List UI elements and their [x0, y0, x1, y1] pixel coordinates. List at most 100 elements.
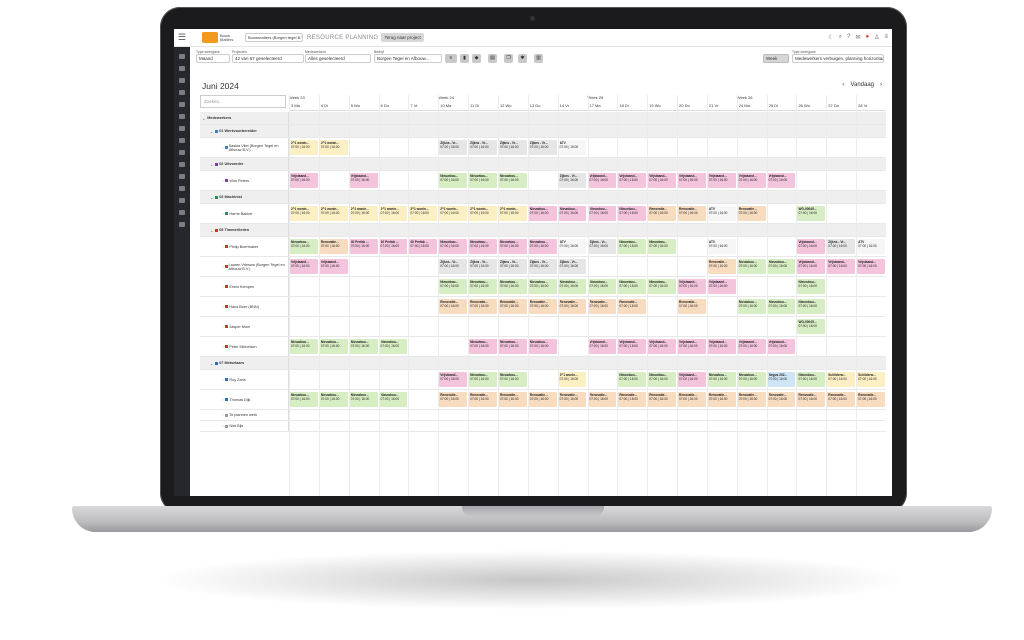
planning-block[interactable]: Vrijstaand... 07:00 | 16:00: [767, 173, 796, 188]
planning-block[interactable]: Zijkns - Vr... 07:00 | 16:00: [439, 140, 468, 155]
planning-block[interactable]: Renovatie... 07:00 | 16:00: [618, 392, 647, 407]
planning-block[interactable]: Zijkns - Vr... 07:00 | 16:00: [588, 239, 617, 254]
planning-block[interactable]: Vrijstaand... 07:00 | 16:00: [678, 339, 706, 354]
planning-block[interactable]: Zijkns - Vr... 07:00 | 16:00: [498, 259, 527, 274]
planning-block[interactable]: Zijkns - Vr... 07:00 | 16:00: [469, 259, 497, 274]
planning-block[interactable]: Nieuwbou... 07:00 | 16:00: [498, 173, 527, 188]
planning-block[interactable]: 2^1 wonin... 07:00 | 16:00: [349, 206, 378, 221]
planning-block[interactable]: Nieuwbou... 07:00 | 16:00: [469, 279, 497, 294]
planning-block[interactable]: ATV 07:00 | 16:00: [707, 206, 736, 221]
planning-block[interactable]: Nieuwbou... 07:00 | 16:00: [618, 279, 647, 294]
planning-block[interactable]: Vrijstaand... 07:00 | 16:00: [349, 173, 378, 188]
planning-block[interactable]: Vrijstaand... 07:00 | 16:00: [648, 173, 677, 188]
planning-block[interactable]: Nieuwbou... 07:00 | 16:00: [349, 392, 378, 407]
planning-block[interactable]: 2^1 wonin... 07:00 | 16:00: [498, 206, 527, 221]
hamburger-icon[interactable]: ≡: [884, 34, 888, 40]
planning-block[interactable]: Nieuwbou... 07:00 | 16:00: [618, 372, 647, 387]
chevron-down-icon[interactable]: ⌄: [210, 228, 214, 233]
planning-block[interactable]: Renovatie... 07:00 | 16:00: [528, 392, 557, 407]
row-label[interactable]: ▫ Hans Boer (BNN): [200, 297, 289, 316]
sidebar-tools-icon[interactable]: [179, 78, 185, 83]
planning-block[interactable]: Nieuwbou... 07:00 | 16:00: [469, 239, 497, 254]
planning-block[interactable]: Nieuwbou... 07:00 | 16:00: [588, 279, 617, 294]
planning-block[interactable]: ATV 07:00 | 16:00: [707, 239, 736, 254]
planning-block[interactable]: Zijkns - Vr... 07:00 | 16:00: [558, 173, 587, 188]
planning-block[interactable]: Zijkns - Vr... 07:00 | 16:00: [827, 239, 856, 254]
planning-block[interactable]: Nieuwbou... 07:00 | 16:00: [498, 279, 527, 294]
planning-block[interactable]: 2^1 wonin... 07:00 | 16:00: [439, 206, 468, 221]
row-label[interactable]: ▫ Saskia Vliet (Borgen Tegel en Afbouw B.…: [200, 138, 289, 157]
planning-block[interactable]: ATV 07:00 | 16:00: [857, 239, 885, 254]
row-label[interactable]: ⌄ 03 Machinist: [200, 191, 289, 203]
projects-select[interactable]: 42 van 67 geselecteerd: [232, 54, 304, 63]
planning-block[interactable]: Vrijstaand... 07:00 | 16:00: [767, 339, 796, 354]
planning-block[interactable]: WO-00045... 07:00 | 16:00: [797, 319, 826, 334]
row-label[interactable]: ⌄ 02 Uitvoerder: [200, 158, 289, 170]
type-view2-select[interactable]: Medewerkers verbuigen, planning horizont…: [792, 54, 884, 63]
sidebar-doc-icon[interactable]: [179, 90, 185, 95]
planning-block[interactable]: Nieuwbou... 07:00 | 16:00: [737, 259, 766, 274]
row-label[interactable]: ▫ Niet Bijs: [200, 421, 289, 431]
employees-select[interactable]: Alles geselecteerd: [305, 54, 371, 63]
planning-block[interactable]: Vrijstaand... 07:00 | 16:00: [737, 339, 766, 354]
row-label[interactable]: ▫ Peter Michelsen: [200, 337, 289, 356]
sidebar-users-icon[interactable]: [179, 138, 185, 143]
planning-block[interactable]: 2^1 wonin... 07:00 | 16:00: [558, 372, 587, 387]
sidebar-dashboard-icon[interactable]: [179, 54, 185, 59]
row-label[interactable]: ▫ Wim Peters: [200, 171, 289, 190]
row-label[interactable]: ▫ Thomas Dijk: [200, 390, 289, 409]
planning-block[interactable]: Nieuwbou... 07:00 | 16:00: [290, 339, 318, 354]
chat-icon[interactable]: ✉: [855, 35, 861, 41]
planning-block[interactable]: 2^1 wonin... 07:00 | 16:00: [379, 206, 408, 221]
planning-block[interactable]: Vrijstaand... 07:00 | 16:00: [707, 279, 736, 294]
planning-block[interactable]: Nieuwbou... 07:00 | 16:00: [618, 239, 647, 254]
planning-block[interactable]: Nieuwbou... 07:00 | 16:00: [319, 392, 348, 407]
planning-block[interactable]: Zijkns - Vr... 07:00 | 16:00: [469, 140, 497, 155]
planning-block[interactable]: 40 Prefab ... 07:00 | 16:00: [349, 239, 378, 254]
planning-block[interactable]: Schilderw... 07:00 | 16:00: [857, 372, 885, 387]
planning-block[interactable]: Zijkns - Vr... 07:00 | 16:00: [439, 259, 468, 274]
planning-block[interactable]: Vrijstaand... 07:00 | 16:00: [707, 339, 736, 354]
planning-block[interactable]: 2^1 wonin... 07:00 | 16:00: [319, 206, 348, 221]
planning-block[interactable]: Nieuwbou... 07:00 | 16:00: [648, 279, 677, 294]
sidebar-pin-icon[interactable]: [179, 174, 185, 179]
planning-block[interactable]: Renovatie... 07:00 | 16:00: [558, 299, 587, 314]
planning-block[interactable]: 2^1 wonin... 07:00 | 16:00: [409, 206, 438, 221]
planning-block[interactable]: Nieuwbou... 07:00 | 16:00: [290, 239, 318, 254]
columns-icon[interactable]: ▥: [534, 54, 543, 63]
company-filter-select[interactable]: Borgen Tegel en Afbouw...: [374, 54, 442, 63]
company-select[interactable]: Bouwmatters (Borgen tegel B.V.): [245, 33, 303, 42]
planning-block[interactable]: Zijkns - Vr... 07:00 | 16:00: [528, 259, 557, 274]
planning-block[interactable]: ATV 07:00 | 16:00: [558, 140, 587, 155]
planning-block[interactable]: Nieuwbou... 07:00 | 16:00: [767, 259, 796, 274]
planning-block[interactable]: Nieuwbou... 07:00 | 16:00: [439, 279, 468, 294]
planning-block[interactable]: Zijkns - Vr... 07:00 | 16:00: [498, 140, 527, 155]
planning-block[interactable]: Renovatie... 07:00 | 16:00: [618, 299, 647, 314]
planning-block[interactable]: Vrijstaand... 07:00 | 16:00: [678, 173, 706, 188]
sidebar-folder-icon[interactable]: [179, 66, 185, 71]
planning-block[interactable]: 40 Prefab ... 07:00 | 16:00: [379, 239, 408, 254]
sidebar-clock-icon[interactable]: [179, 198, 185, 203]
moon-icon[interactable]: ☾: [828, 35, 834, 41]
planning-block[interactable]: Nieuwbou... 07:00 | 16:00: [558, 279, 587, 294]
planning-block[interactable]: Nieuwbou... 07:00 | 16:00: [588, 206, 617, 221]
planning-block[interactable]: 2^1 wonin... 07:00 | 16:00: [290, 140, 318, 155]
planning-block[interactable]: Renovatie... 07:00 | 16:00: [439, 392, 468, 407]
row-label[interactable]: ⌄ 01 Werkvoorbereider: [200, 125, 289, 137]
row-label[interactable]: ⌄ 05 Timmerlieden: [200, 224, 289, 236]
planning-block[interactable]: Renovatie... 07:00 | 16:00: [767, 392, 796, 407]
sidebar-calendar-icon[interactable]: [179, 102, 185, 107]
sidebar-list-icon[interactable]: [179, 150, 185, 155]
print-icon[interactable]: ▤: [488, 54, 497, 63]
planning-block[interactable]: Nieuwbou... 07:00 | 16:00: [737, 372, 766, 387]
planning-block[interactable]: Nieuwbou... 07:00 | 16:00: [648, 372, 677, 387]
planning-block[interactable]: Renovatie... 07:00 | 16:00: [827, 392, 856, 407]
planning-block[interactable]: Nieuwbou... 07:00 | 16:00: [439, 239, 468, 254]
row-label[interactable]: ▫ Roy Zaris: [200, 370, 289, 389]
planning-block[interactable]: Renovatie... 07:00 | 16:00: [707, 259, 736, 274]
planning-block[interactable]: Vrijstaand... 07:00 | 16:00: [588, 173, 617, 188]
planning-block[interactable]: Nieuwbou... 07:00 | 16:00: [469, 173, 497, 188]
planning-block[interactable]: Vrijstaand... 07:00 | 16:00: [678, 372, 706, 387]
planning-block[interactable]: Renovatie... 07:00 | 16:00: [678, 299, 706, 314]
planning-block[interactable]: Vrijstaand... 07:00 | 16:00: [678, 279, 706, 294]
